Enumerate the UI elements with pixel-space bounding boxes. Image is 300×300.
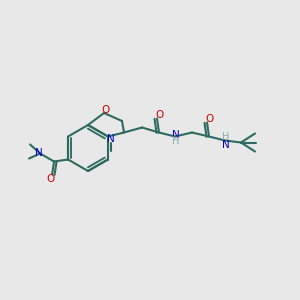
Text: N: N [222, 140, 230, 149]
Text: O: O [156, 110, 164, 119]
Text: O: O [206, 113, 214, 124]
Text: O: O [101, 105, 109, 115]
Text: H: H [172, 136, 180, 146]
Text: H: H [222, 133, 230, 142]
Text: N: N [107, 134, 115, 143]
Text: N: N [172, 130, 180, 140]
Text: O: O [46, 173, 54, 184]
Text: N: N [35, 148, 43, 158]
